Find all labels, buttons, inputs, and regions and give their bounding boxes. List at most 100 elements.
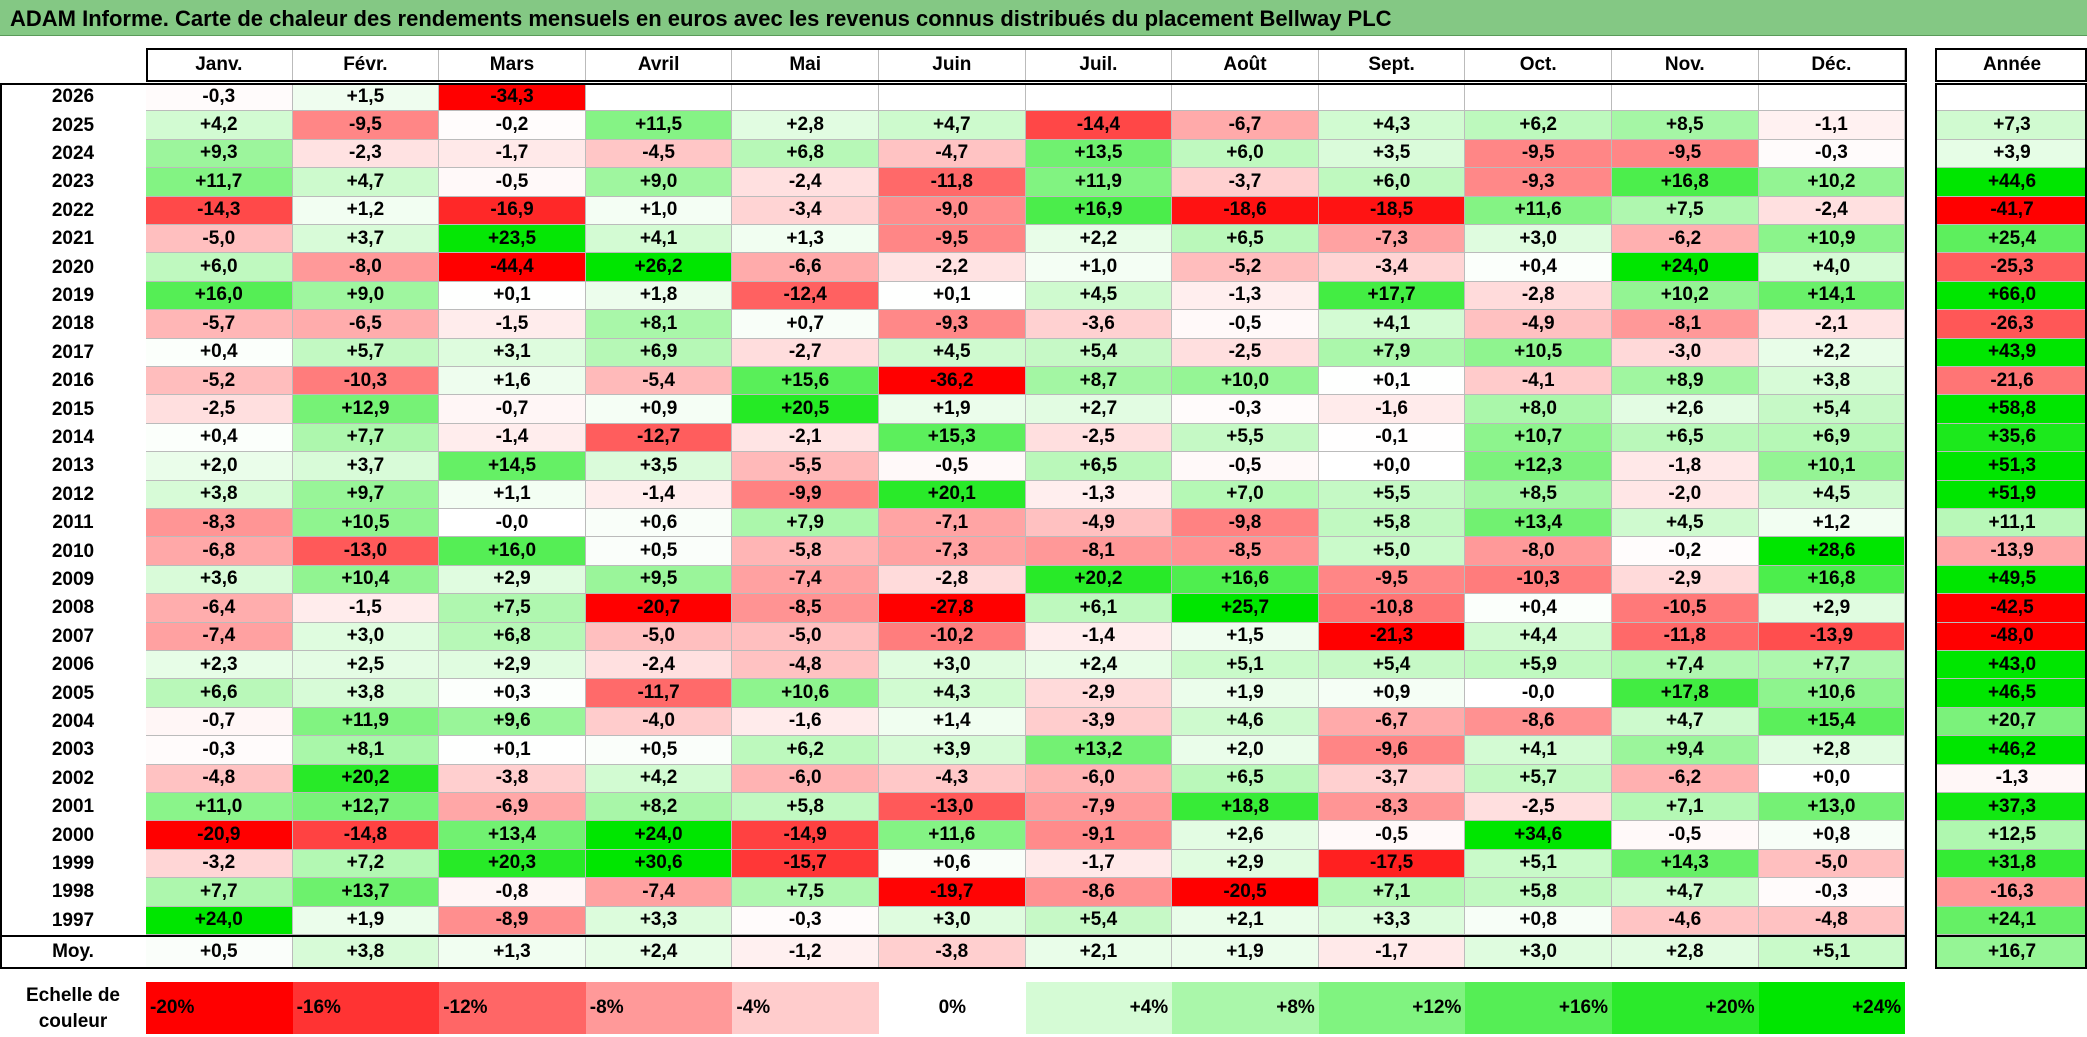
- heatmap-cell: -4,0: [585, 707, 733, 737]
- heatmap-cell: +4,2: [585, 764, 733, 793]
- heatmap-cell: +12,3: [1465, 452, 1612, 481]
- heatmap-cell: +3,5: [585, 452, 733, 481]
- heatmap-cell: +16,0: [146, 281, 293, 311]
- heatmap-cell: -1,4: [585, 480, 733, 509]
- year-label: 2014: [0, 423, 146, 453]
- annual-cell: +44,6: [1937, 168, 2087, 197]
- month-header: Mars: [439, 48, 586, 82]
- heatmap-cell: [732, 83, 879, 112]
- heatmap-cell: +16,8: [1612, 168, 1759, 197]
- heatmap-cell: +7,2: [292, 849, 440, 879]
- heatmap-cell: -5,2: [1172, 253, 1319, 282]
- heatmap-cell: +10,2: [1758, 168, 1906, 197]
- heatmap-cell: -2,0: [1612, 480, 1759, 509]
- heatmap-cell: -0,3: [1758, 878, 1906, 907]
- heatmap-cell: +0,8: [1465, 906, 1612, 935]
- heatmap-cell: -14,8: [292, 821, 440, 850]
- heatmap-cell: -3,0: [1612, 338, 1759, 367]
- heatmap-cell: -13,9: [1758, 622, 1906, 651]
- average-cell: +2,4: [585, 937, 733, 967]
- heatmap-cell: +17,7: [1318, 281, 1466, 311]
- heatmap-cell: +6,5: [1172, 764, 1319, 793]
- heatmap-cell: -9,0: [879, 196, 1026, 225]
- heatmap-cell: -4,8: [732, 651, 879, 680]
- heatmap-cell: -11,8: [879, 168, 1026, 197]
- heatmap-cell: +14,5: [439, 452, 586, 481]
- heatmap-cell: -12,7: [585, 423, 733, 453]
- heatmap-cell: -0,3: [146, 83, 293, 112]
- year-label: 1999: [0, 849, 146, 879]
- heatmap-cell: +2,0: [146, 452, 293, 481]
- annual-cell: -41,7: [1937, 196, 2087, 225]
- heatmap-cell: -2,4: [732, 168, 879, 197]
- heatmap-cell: -0,5: [879, 452, 1026, 481]
- heatmap-cell: -6,2: [1612, 764, 1759, 793]
- heatmap-cell: -5,0: [146, 225, 293, 254]
- heatmap-cell: -0,1: [1318, 423, 1466, 453]
- heatmap-cell: +0,1: [1318, 367, 1466, 396]
- heatmap-cell: -7,3: [1318, 225, 1466, 254]
- annual-cell: -16,3: [1937, 878, 2087, 907]
- heatmap-cell: -6,4: [146, 594, 293, 623]
- heatmap-cell: -10,2: [879, 622, 1026, 651]
- heatmap-cell: +10,5: [292, 509, 440, 538]
- heatmap-cell: -0,5: [1318, 821, 1466, 850]
- year-label: 2006: [0, 651, 146, 680]
- heatmap-cell: +0,6: [585, 509, 733, 538]
- heatmap-cell: +8,0: [1465, 395, 1612, 424]
- heatmap-cell: -1,6: [1318, 395, 1466, 424]
- heatmap-cell: -4,6: [1612, 906, 1759, 935]
- heatmap-cell: -1,1: [1758, 111, 1906, 140]
- heatmap-cell: +34,6: [1465, 821, 1612, 850]
- month-header: Oct.: [1465, 48, 1612, 82]
- heatmap-cell: +7,9: [1318, 338, 1466, 367]
- heatmap-cell: -2,9: [1612, 565, 1759, 595]
- heatmap-cell: +4,3: [1318, 111, 1466, 140]
- year-label: 2017: [0, 338, 146, 367]
- average-cell: -1,7: [1318, 937, 1466, 967]
- heatmap-cell: -0,5: [439, 168, 586, 197]
- heatmap-cell: +24,0: [585, 821, 733, 850]
- heatmap-cell: +0,1: [879, 281, 1026, 311]
- scale-swatch: +12%: [1318, 982, 1466, 1034]
- heatmap-cell: -8,3: [1318, 793, 1466, 822]
- heatmap-cell: +7,5: [732, 878, 879, 907]
- heatmap-cell: -6,0: [732, 764, 879, 793]
- heatmap-cell: -0,8: [439, 878, 586, 907]
- heatmap-cell: -7,3: [879, 537, 1026, 566]
- heatmap-cell: -4,9: [1025, 509, 1173, 538]
- heatmap-cell: -4,5: [585, 139, 733, 169]
- heatmap-cell: -2,1: [732, 423, 879, 453]
- year-label: 1998: [0, 878, 146, 907]
- heatmap-cell: +6,2: [1465, 111, 1612, 140]
- heatmap-cell: -0,2: [1612, 537, 1759, 566]
- heatmap-cell: -8,1: [1612, 310, 1759, 339]
- heatmap-cell: -1,7: [439, 139, 586, 169]
- heatmap-cell: -1,3: [1025, 480, 1173, 509]
- annual-cell: +20,7: [1937, 707, 2087, 737]
- heatmap-cell: +9,5: [585, 565, 733, 595]
- average-cell: +3,8: [292, 937, 440, 967]
- heatmap-cell: -6,6: [732, 253, 879, 282]
- heatmap-cell: +1,5: [292, 83, 440, 112]
- heatmap-cell: -1,5: [439, 310, 586, 339]
- annual-cell: -1,3: [1937, 764, 2087, 793]
- heatmap-cell: +13,0: [1758, 793, 1906, 822]
- heatmap-cell: +6,9: [585, 338, 733, 367]
- heatmap-cell: +8,5: [1465, 480, 1612, 509]
- annual-cell: +43,9: [1937, 338, 2087, 367]
- heatmap-cell: +6,0: [1318, 168, 1466, 197]
- heatmap-cell: -6,7: [1172, 111, 1319, 140]
- heatmap-cell: -8,1: [1025, 537, 1173, 566]
- heatmap-cell: -7,4: [732, 565, 879, 595]
- year-label: 2000: [0, 821, 146, 850]
- heatmap-cell: +2,7: [1025, 395, 1173, 424]
- month-header: Sept.: [1318, 48, 1466, 82]
- year-label: 2025: [0, 111, 146, 140]
- heatmap-cell: -21,3: [1318, 622, 1466, 651]
- year-label: 2003: [0, 736, 146, 765]
- heatmap-cell: +9,0: [585, 168, 733, 197]
- heatmap-cell: -4,7: [879, 139, 1026, 169]
- heatmap-cell: +6,6: [146, 679, 293, 708]
- heatmap-cell: +8,1: [585, 310, 733, 339]
